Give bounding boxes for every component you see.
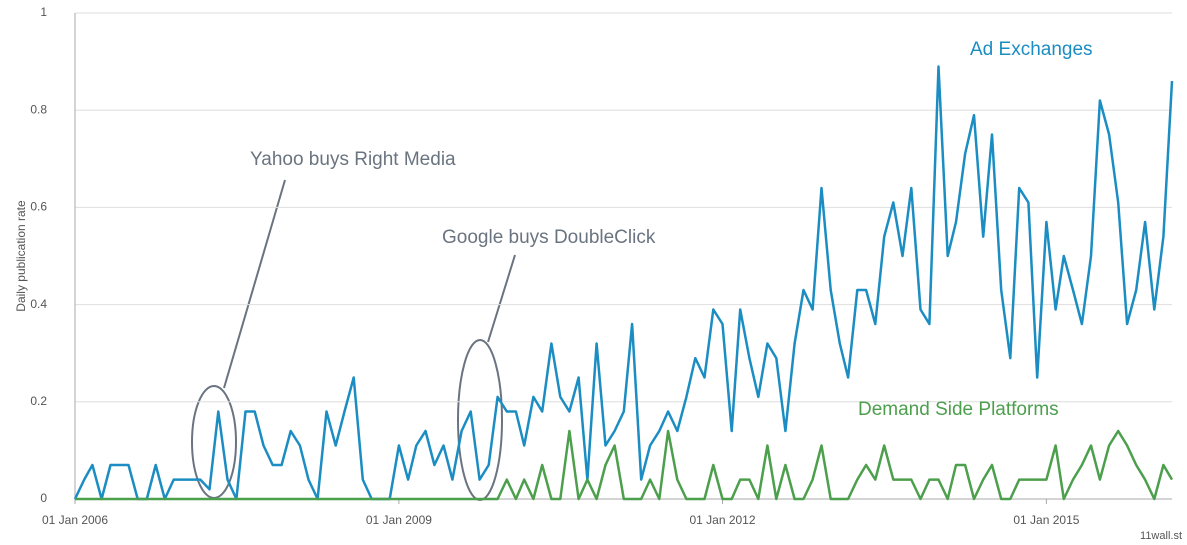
x-tick-label: 01 Jan 2009 [366,513,432,527]
series-label: Demand Side Platforms [858,399,1059,420]
annotation: Yahoo buys Right Media [250,149,456,170]
x-tick-label: 01 Jan 2012 [689,513,755,527]
series-line [73,65,1174,501]
source: 11wall.st [1140,530,1182,542]
series-line [75,429,1174,501]
annotation-line [223,179,286,389]
y-tick-label: 0.8 [30,102,47,116]
annotation-line [487,254,516,343]
x-tick-label: 01 Jan 2006 [42,513,108,527]
series-label: Ad Exchanges [970,39,1093,60]
y-tick-label: 0.6 [30,200,47,214]
y-tick-label: 1 [40,5,47,19]
y-axis-label: Daily publication rate [14,200,28,312]
x-tick-label: 01 Jan 2015 [1013,513,1079,527]
annotation: Google buys DoubleClick [442,227,656,248]
y-tick-label: 0.2 [30,394,47,408]
y-tick-label: 0.4 [30,297,47,311]
y-tick-label: 0 [40,491,47,505]
